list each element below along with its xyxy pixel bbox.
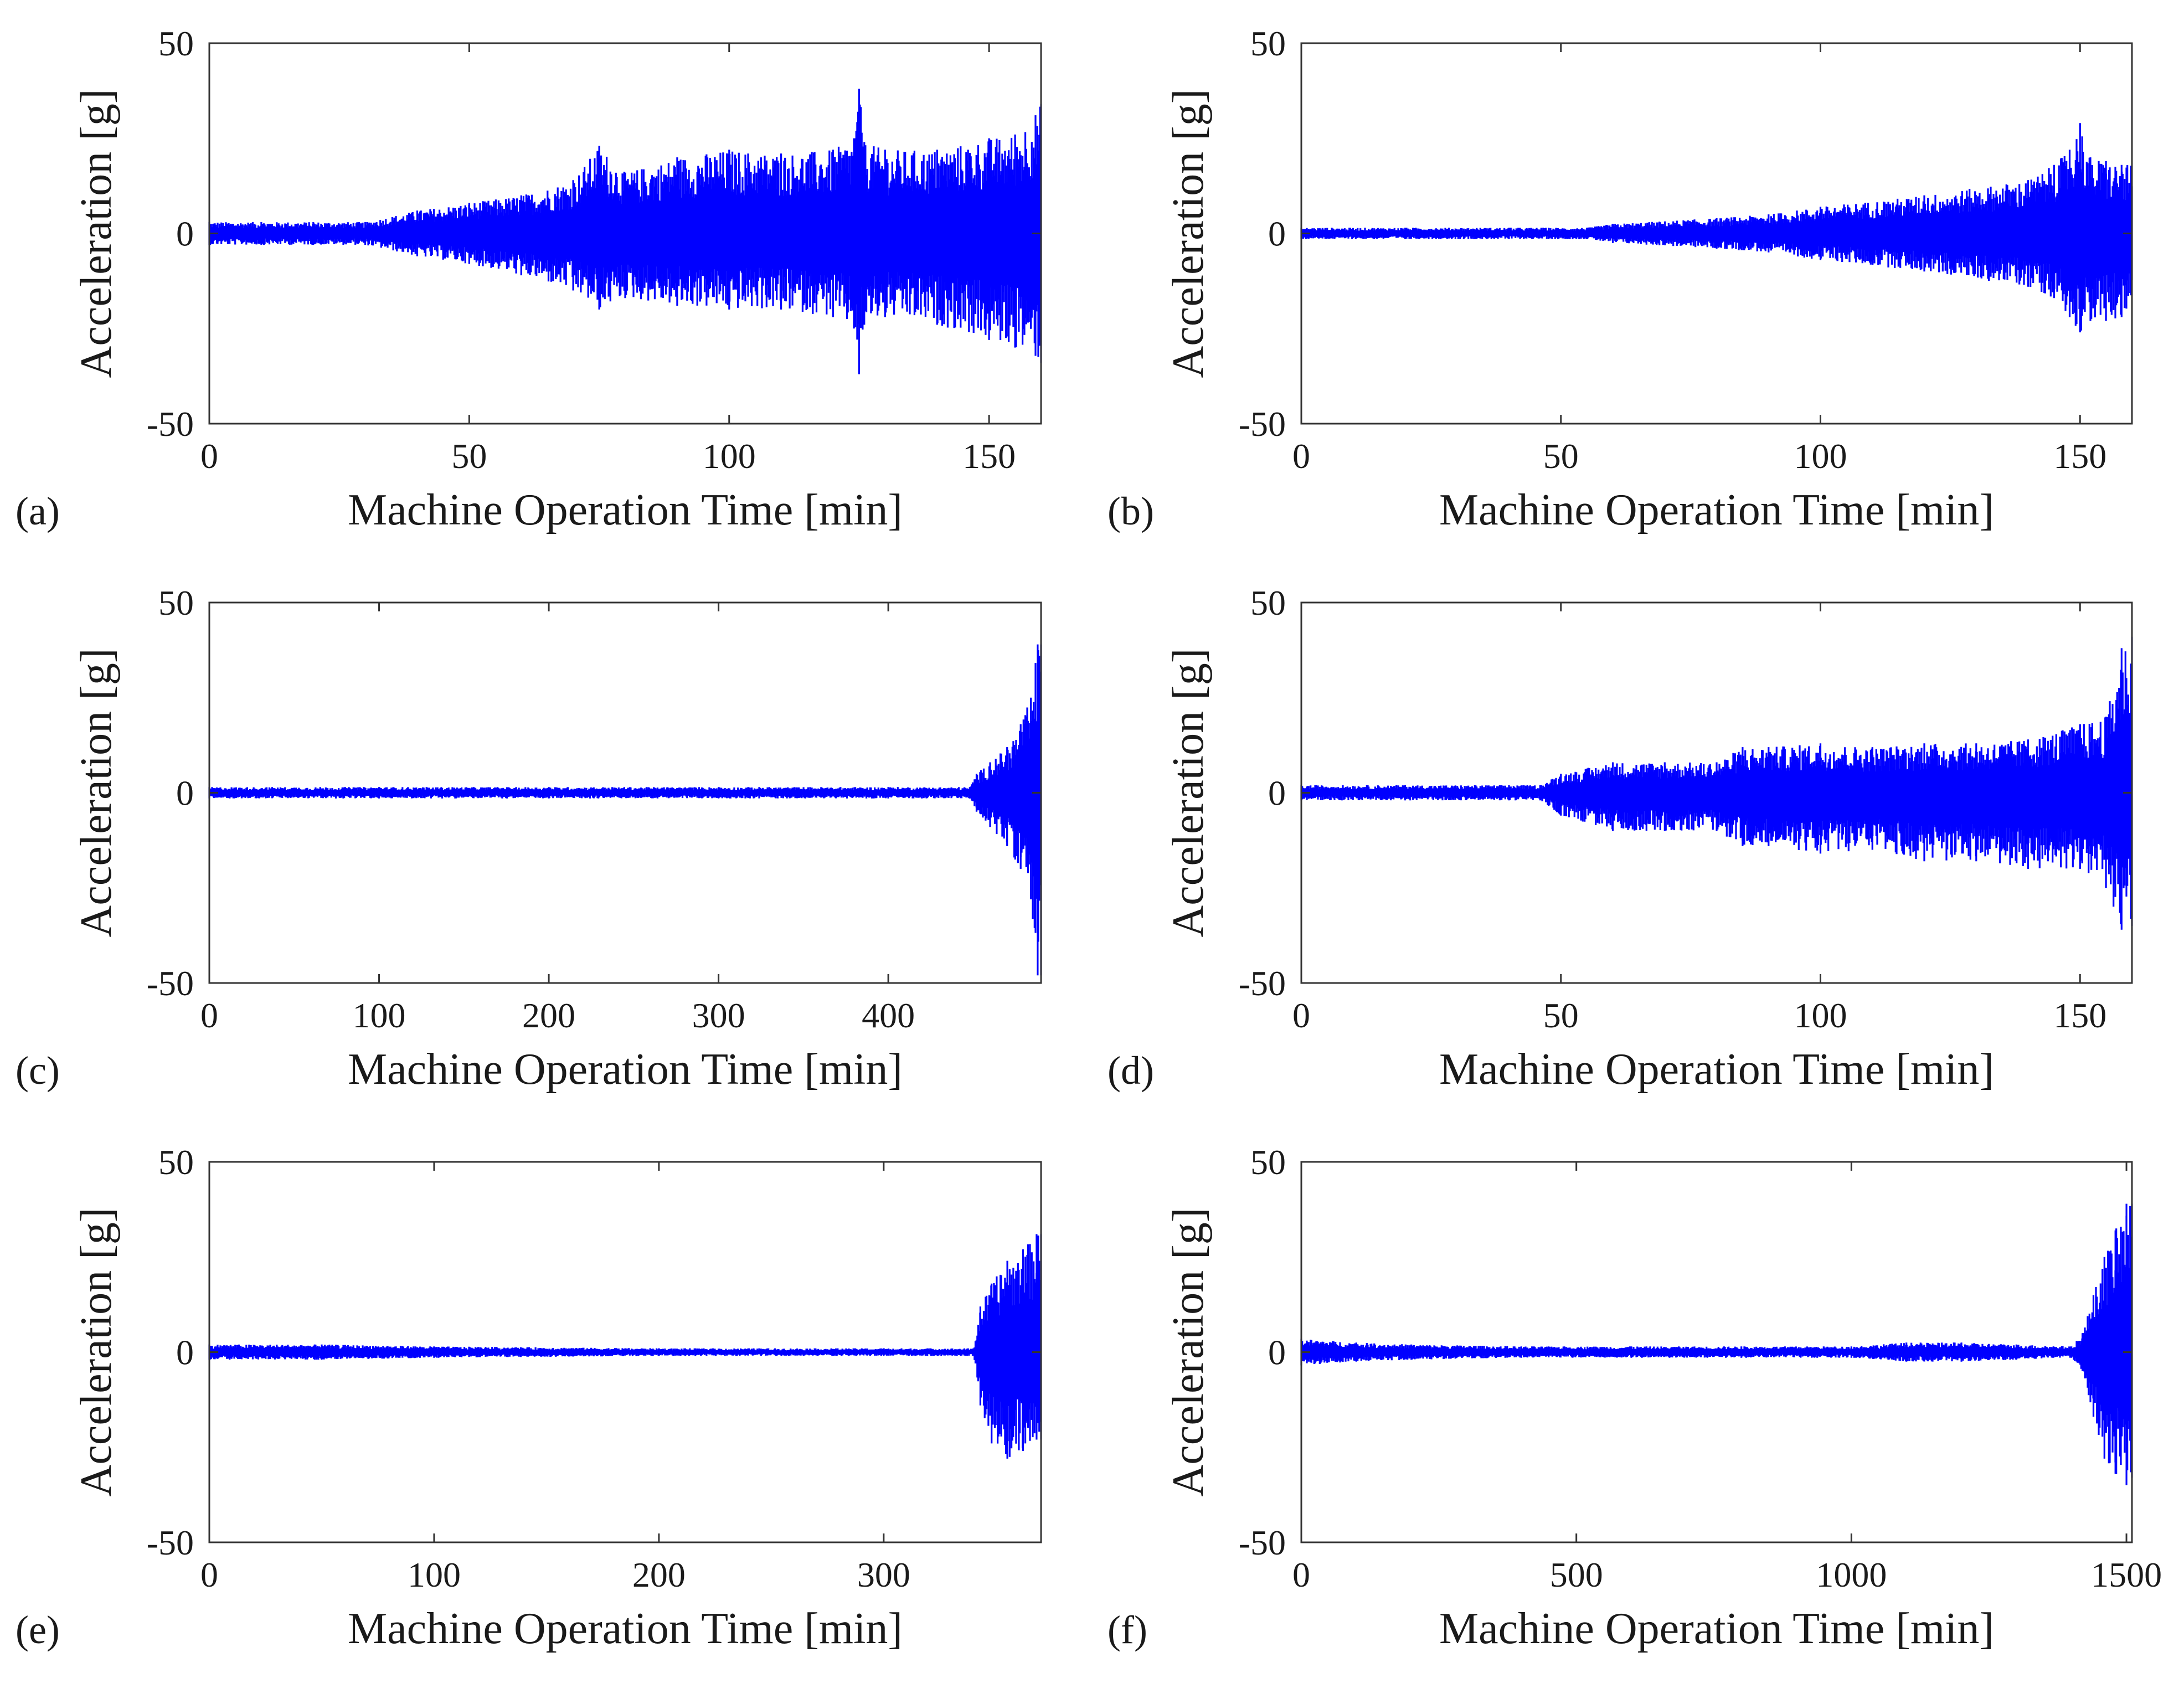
x-tick-label: 300: [692, 996, 745, 1035]
y-axis-title: Acceleration [g]: [72, 89, 121, 378]
y-axis-title: Acceleration [g]: [72, 1208, 121, 1497]
x-tick-label: 100: [353, 996, 406, 1035]
x-tick-label: 100: [408, 1555, 461, 1594]
signal-trace: [1300, 123, 2133, 333]
panel-label: (f): [1108, 1608, 1147, 1652]
y-tick-label: -50: [1239, 404, 1286, 444]
signal-trace: [1300, 636, 2133, 930]
y-tick-label: 0: [176, 214, 194, 254]
y-tick-label: 50: [158, 24, 194, 63]
x-tick-label: 150: [962, 436, 1016, 476]
x-tick-label: 400: [862, 996, 915, 1035]
x-axis-title: Machine Operation Time [min]: [348, 1604, 903, 1653]
x-tick-label: 1500: [2091, 1555, 2162, 1594]
x-axis-title: Machine Operation Time [min]: [348, 486, 903, 534]
y-axis-title: Acceleration [g]: [1164, 1208, 1213, 1497]
y-tick-label: -50: [147, 1523, 194, 1562]
y-axis-title: Acceleration [g]: [1164, 649, 1213, 938]
panel-label: (b): [1108, 489, 1154, 533]
x-axis-title: Machine Operation Time [min]: [1439, 486, 1994, 534]
x-tick-label: 100: [1794, 996, 1847, 1035]
panel-label: (d): [1108, 1048, 1154, 1093]
x-tick-label: 0: [200, 1555, 218, 1594]
y-axis-title: Acceleration [g]: [1164, 89, 1213, 378]
x-tick-label: 100: [703, 436, 756, 476]
panel-label: (c): [16, 1048, 60, 1093]
y-tick-label: 50: [158, 1142, 194, 1182]
x-tick-label: 0: [1292, 1555, 1310, 1594]
y-tick-label: 0: [1268, 1333, 1286, 1372]
panel-label: (e): [16, 1608, 60, 1652]
x-tick-label: 50: [451, 436, 487, 476]
x-axis-title: Machine Operation Time [min]: [348, 1045, 903, 1094]
x-tick-label: 0: [200, 996, 218, 1035]
y-tick-label: 0: [176, 1333, 194, 1372]
x-axis-title: Machine Operation Time [min]: [1439, 1045, 1994, 1094]
x-tick-label: 0: [1292, 436, 1310, 476]
x-tick-label: 0: [200, 436, 218, 476]
signal-trace: [208, 644, 1042, 976]
y-tick-label: 50: [158, 583, 194, 622]
x-tick-label: 100: [1794, 436, 1847, 476]
y-tick-label: 0: [1268, 774, 1286, 813]
x-tick-label: 150: [2053, 996, 2106, 1035]
y-tick-label: 50: [1250, 583, 1286, 622]
panel-label: (a): [16, 489, 60, 533]
x-tick-label: 150: [2053, 436, 2106, 476]
y-axis-title: Acceleration [g]: [72, 649, 121, 938]
x-tick-label: 200: [632, 1555, 686, 1594]
x-tick-label: 1000: [1816, 1555, 1887, 1594]
signal-trace: [208, 1234, 1042, 1459]
y-tick-label: 50: [1250, 24, 1286, 63]
x-tick-label: 50: [1543, 436, 1579, 476]
x-tick-label: 0: [1292, 996, 1310, 1035]
x-tick-label: 50: [1543, 996, 1579, 1035]
y-tick-label: 50: [1250, 1142, 1286, 1182]
signal-trace: [1300, 1203, 2133, 1485]
y-tick-label: 0: [176, 774, 194, 813]
y-tick-label: -50: [1239, 1523, 1286, 1562]
x-tick-label: 500: [1550, 1555, 1603, 1594]
y-tick-label: -50: [147, 964, 194, 1003]
y-tick-label: -50: [147, 404, 194, 444]
x-tick-label: 300: [857, 1555, 910, 1594]
signal-trace: [208, 89, 1042, 374]
y-tick-label: -50: [1239, 964, 1286, 1003]
y-tick-label: 0: [1268, 214, 1286, 254]
x-tick-label: 200: [522, 996, 575, 1035]
x-axis-title: Machine Operation Time [min]: [1439, 1604, 1994, 1653]
